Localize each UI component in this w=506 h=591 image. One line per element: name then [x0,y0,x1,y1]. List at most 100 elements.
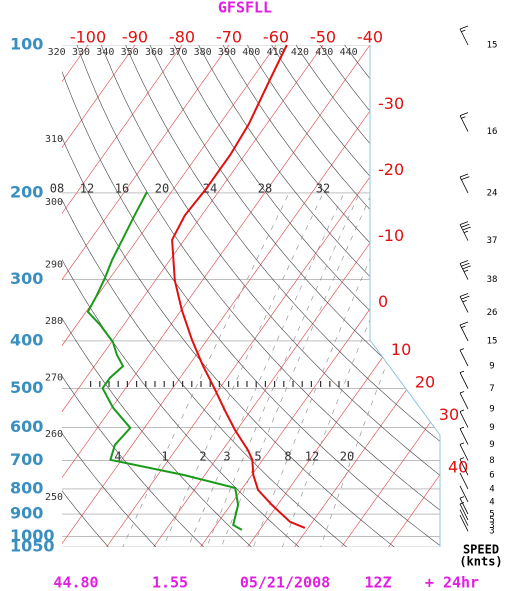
theta-label: 370 [169,47,187,58]
isotherm [62,45,230,547]
barb-staff [459,115,469,132]
sounding-profile [86,191,243,531]
barb-staff [459,324,469,342]
barb-staff [459,263,469,280]
wind-speed-label: 4 [489,484,494,494]
isotherm [294,45,440,547]
barb-staff [459,176,469,194]
barb-half [459,442,465,445]
isotherm [153,45,440,547]
barb-flag [459,112,469,116]
theta-label: 350 [121,47,139,58]
plot-border [369,45,441,547]
dry-adiabat [62,45,347,547]
theta-label: 250 [45,492,63,503]
dry-adiabat [62,45,252,547]
dry-adiabat [62,45,440,547]
mixing-ratio-label: 8 [284,450,291,464]
barb-half [459,409,465,412]
barb-flag [461,223,470,228]
pressure-tick-label: 900 [10,504,43,523]
dry-adiabat [174,45,440,547]
mixing-ratio-label: 4 [114,450,121,464]
isotherm [341,45,440,547]
dry-adiabat [62,45,300,547]
wind-barb [459,370,469,389]
wind-barb [459,426,469,445]
dry-adiabat [295,45,440,547]
footer-text: 05/21/2008 [240,574,330,591]
mixing-label-upper: 12 [80,182,94,196]
mixing-ratio-line [122,195,289,547]
theta-label: 410 [267,47,285,58]
temperature-tick-label: -10 [378,226,404,245]
wind-speed-label: 26 [487,308,498,318]
barb-flag [459,293,469,297]
wind-speed-label: 5 [489,510,494,520]
temperature-tick-label: -90 [122,28,148,47]
barb-half [462,299,467,303]
dry-adiabat [62,45,395,547]
theta-label: 330 [72,47,90,58]
barb-flag [461,262,470,267]
dry-adiabat [76,45,440,547]
theta-label: 340 [96,47,114,58]
barb-staff [459,444,469,461]
barb-half [463,230,469,234]
mixing-ratio-label: 12 [305,450,319,464]
barb-staff [459,497,469,515]
wind-barb [459,472,469,490]
mixing-label-upper: 08 [50,182,64,196]
mixing-ratio-label: 20 [340,450,354,464]
sounding-profile [171,44,306,529]
wind-speed-label: 9 [489,440,494,450]
barb-staff [459,485,469,503]
temperature-tick-label: 20 [415,373,435,392]
mixing-label-upper: 16 [115,182,129,196]
wind-barb [459,485,469,503]
wind-barb [459,260,471,280]
wind-speed-label: 5 [489,515,494,525]
wind-barb [459,112,469,132]
mixing-ratio-line [221,195,371,547]
barb-staff [459,458,469,476]
dry-adiabat [247,45,440,547]
pressure-tick-label: 300 [10,269,43,288]
isotherm [62,45,324,547]
wind-speed-label: 7 [489,384,494,394]
mixing-ratio-line [187,195,344,547]
pressure-tick-label: 600 [10,417,43,436]
wind-speed-label: 38 [487,275,498,285]
theta-label: 440 [340,47,358,58]
dry-adiabat [125,45,440,547]
barb-half [459,391,465,394]
mixing-ratio-line [206,195,359,547]
mixing-ratio-label: 1 [161,450,168,464]
wind-speed-label: 15 [487,336,498,346]
wind-speed-label: 3 [489,521,494,531]
theta-label: 310 [45,134,63,145]
temperature-tick-label: -40 [357,28,383,47]
wind-speed-label: 3 [489,527,494,537]
wind-barb [459,25,469,46]
barb-half [461,116,466,119]
mixing-ratio-label: 2 [199,450,206,464]
wind-speed-label: 24 [487,188,498,198]
wind-barb [459,502,469,521]
theta-label: 320 [48,47,66,58]
dry-adiabat [62,45,157,547]
speed-label: SPEED [463,543,499,557]
temperature-tick-label: -80 [169,28,195,47]
isotherm [62,45,183,547]
theta-label: 360 [145,47,163,58]
barb-staff [459,509,469,526]
barb-flag [459,173,469,178]
pressure-tick-label: 200 [10,182,43,201]
barb-staff [459,372,469,389]
barb-staff [459,349,469,367]
wind-speed-label: 37 [487,236,498,246]
wind-barb [459,514,469,532]
barb-staff [459,503,469,521]
barb-staff [459,411,469,428]
wind-speed-label: 16 [487,127,498,137]
